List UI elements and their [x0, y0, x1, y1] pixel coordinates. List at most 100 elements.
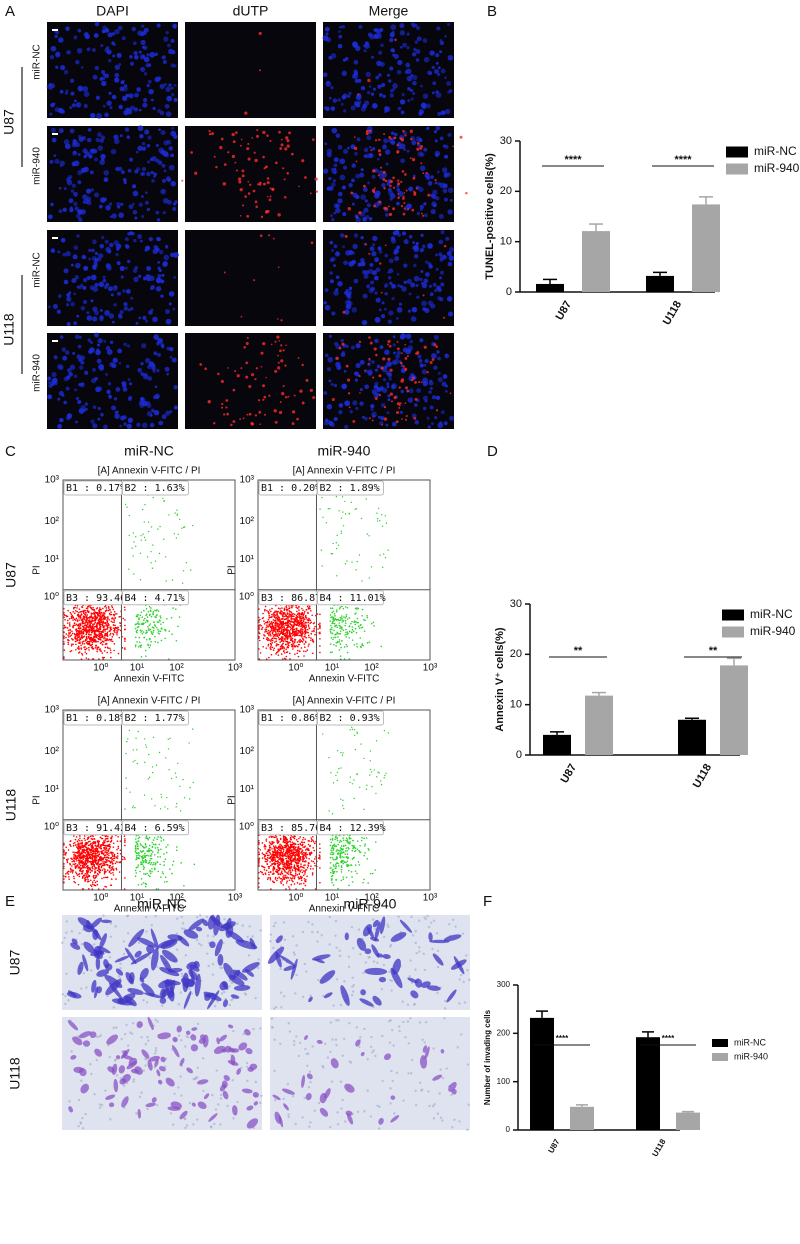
event-dot	[139, 644, 141, 647]
nucleus	[120, 202, 124, 206]
event-dot	[340, 532, 342, 535]
tunel-dot	[383, 405, 387, 409]
event-dot	[139, 614, 142, 617]
tunel-dot	[413, 416, 417, 420]
nucleus	[352, 243, 358, 250]
event-dot	[344, 619, 347, 622]
event-dot	[115, 868, 118, 871]
event-dot	[71, 614, 73, 617]
event-dot	[340, 615, 343, 617]
nucleus	[375, 297, 381, 303]
nucleus	[422, 395, 428, 401]
nucleus	[84, 402, 89, 406]
event-dot	[90, 842, 92, 845]
event-dot	[260, 625, 262, 627]
nucleus	[165, 111, 172, 117]
tunel-dot	[286, 144, 290, 148]
nucleus	[354, 371, 359, 376]
nucleus	[100, 197, 106, 203]
nucleus	[103, 169, 110, 176]
nucleus	[97, 257, 101, 262]
nucleus	[326, 367, 331, 372]
panel-letter: C	[5, 443, 16, 460]
nucleus	[111, 363, 117, 369]
nucleus	[105, 205, 111, 211]
event-dot	[94, 619, 96, 621]
nucleus	[323, 391, 328, 395]
nucleus	[381, 403, 386, 408]
nucleus	[117, 25, 123, 31]
event-dot	[277, 618, 279, 620]
event-dot	[305, 650, 307, 653]
event-dot	[182, 570, 185, 572]
nucleus	[49, 112, 53, 116]
tunel-dot	[403, 201, 406, 205]
nucleus	[115, 387, 121, 392]
event-dot	[80, 610, 83, 613]
tunel-dot	[401, 197, 405, 200]
event-dot	[162, 621, 165, 624]
event-dot	[64, 854, 67, 856]
event-dot	[348, 617, 351, 619]
nucleus	[108, 313, 115, 319]
nucleus	[123, 342, 128, 347]
nucleus	[407, 397, 414, 403]
event-dot	[339, 643, 342, 645]
nucleus	[63, 400, 68, 405]
nucleus	[73, 35, 78, 40]
nucleus	[421, 282, 428, 289]
nucleus	[156, 368, 160, 373]
nucleus	[82, 285, 87, 290]
event-dot	[290, 611, 293, 614]
nucleus	[131, 26, 136, 32]
nucleus	[167, 43, 171, 48]
nucleus	[336, 365, 342, 370]
event-dot	[78, 875, 81, 878]
tunel-dot	[378, 153, 382, 156]
nucleus	[166, 199, 172, 205]
nucleus	[384, 292, 388, 296]
event-dot	[336, 575, 338, 577]
event-dot	[363, 618, 365, 621]
tunel-dot	[226, 412, 229, 416]
event-dot	[268, 656, 270, 659]
nucleus	[389, 281, 393, 286]
event-dot	[305, 617, 308, 619]
nucleus	[165, 318, 172, 325]
nucleus	[140, 362, 144, 366]
event-dot	[108, 848, 111, 850]
row-label: miR-NC	[32, 252, 43, 288]
nucleus	[342, 245, 346, 249]
plot-title: [A] Annexin V-FITC / PI	[98, 466, 201, 477]
event-dot	[87, 836, 89, 839]
nucleus	[392, 335, 396, 339]
event-dot	[293, 613, 296, 616]
event-dot	[83, 630, 86, 632]
event-dot	[87, 629, 89, 632]
event-dot	[286, 632, 289, 635]
event-dot	[109, 649, 112, 651]
event-dot	[88, 631, 91, 633]
tunel-dot	[278, 410, 283, 415]
event-dot	[333, 629, 335, 632]
event-dot	[109, 867, 111, 869]
event-dot	[140, 878, 143, 880]
event-dot	[145, 607, 148, 610]
nucleus	[354, 214, 359, 219]
nucleus	[437, 111, 442, 116]
event-dot	[303, 612, 306, 614]
nucleus	[413, 47, 417, 52]
nucleus	[399, 410, 403, 414]
nucleus	[73, 201, 78, 206]
tunel-dot	[240, 138, 243, 141]
event-dot	[81, 643, 84, 645]
event-dot	[81, 845, 83, 847]
event-dot	[83, 612, 85, 615]
tunel-dot	[276, 335, 280, 339]
event-dot	[71, 869, 74, 871]
event-dot	[88, 649, 90, 651]
nucleus	[73, 292, 77, 296]
event-dot	[280, 622, 283, 625]
tunel-dot	[204, 367, 208, 371]
nucleus	[377, 246, 382, 251]
